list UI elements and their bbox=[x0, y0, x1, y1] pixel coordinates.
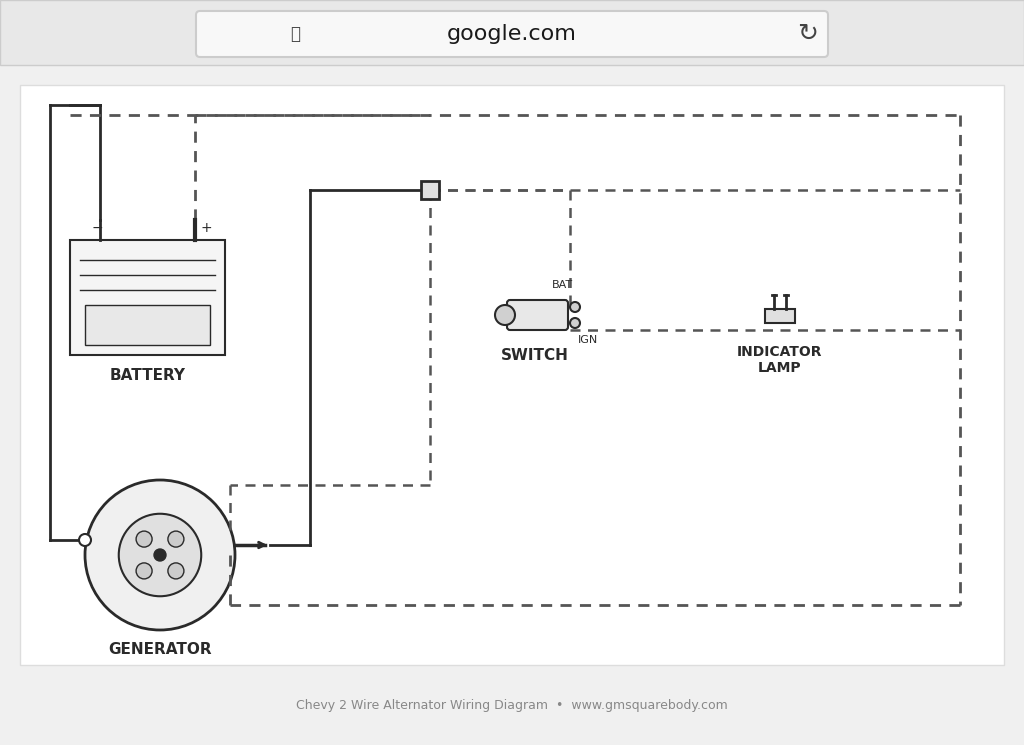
Text: INDICATOR
LAMP: INDICATOR LAMP bbox=[737, 345, 822, 375]
Circle shape bbox=[154, 549, 166, 561]
Text: BAT: BAT bbox=[552, 280, 572, 290]
Text: 🔒: 🔒 bbox=[290, 25, 300, 43]
Circle shape bbox=[136, 531, 153, 547]
Circle shape bbox=[570, 302, 580, 312]
FancyBboxPatch shape bbox=[0, 0, 1024, 65]
Circle shape bbox=[495, 305, 515, 325]
Circle shape bbox=[79, 534, 91, 546]
FancyBboxPatch shape bbox=[70, 240, 225, 355]
Bar bbox=[20, 85, 1004, 665]
Circle shape bbox=[136, 563, 153, 579]
FancyBboxPatch shape bbox=[196, 11, 828, 57]
Text: BATTERY: BATTERY bbox=[110, 367, 185, 382]
FancyBboxPatch shape bbox=[765, 309, 795, 323]
Text: SWITCH: SWITCH bbox=[501, 347, 569, 363]
FancyBboxPatch shape bbox=[85, 305, 210, 345]
Text: −: − bbox=[92, 221, 103, 235]
Text: Chevy 2 Wire Alternator Wiring Diagram  •  www.gmsquarebody.com: Chevy 2 Wire Alternator Wiring Diagram •… bbox=[296, 699, 728, 711]
Text: +: + bbox=[200, 221, 212, 235]
Circle shape bbox=[85, 480, 234, 630]
Bar bbox=[421, 181, 439, 199]
Circle shape bbox=[570, 318, 580, 328]
Circle shape bbox=[168, 563, 184, 579]
Circle shape bbox=[119, 514, 202, 596]
Text: ↻: ↻ bbox=[798, 22, 818, 46]
Text: GENERATOR: GENERATOR bbox=[109, 642, 212, 658]
FancyBboxPatch shape bbox=[507, 300, 568, 330]
Circle shape bbox=[168, 531, 184, 547]
Text: IGN: IGN bbox=[578, 335, 598, 345]
Text: google.com: google.com bbox=[447, 24, 577, 44]
